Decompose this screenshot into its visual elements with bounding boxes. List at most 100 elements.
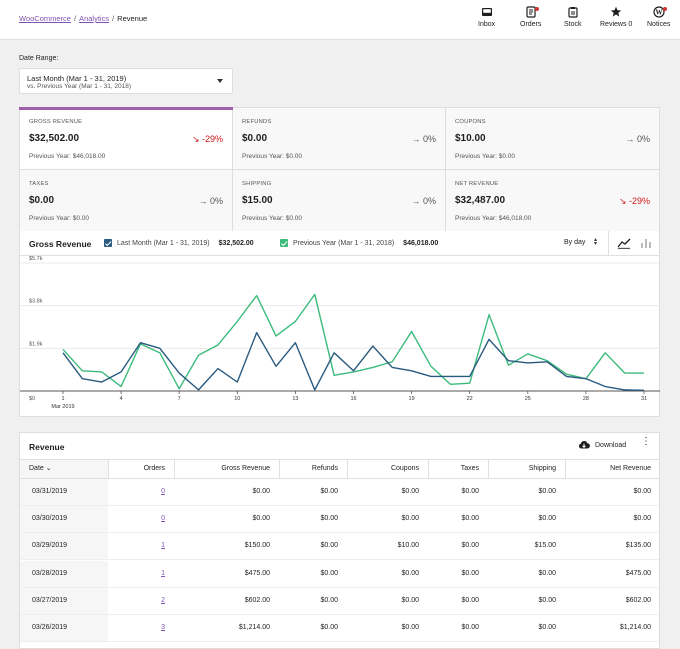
nav-stock[interactable]: Stock <box>564 6 582 28</box>
summary-label: Refunds <box>242 119 272 125</box>
breadcrumb-woocommerce-link[interactable]: WooCommerce <box>19 14 71 23</box>
cell-gross-revenue: $150.00 <box>244 542 270 550</box>
line-chart-icon[interactable] <box>617 237 631 249</box>
top-header: WooCommerce / Analytics / Revenue Inbox Orde… <box>0 0 680 40</box>
summary-coupons[interactable]: Coupons $10.00 → 0% Previous Year: $0.00 <box>446 108 659 170</box>
table-row: 03/27/2019 2 $602.00 $0.00 $0.00 $0.00 $0.00 $6… <box>20 587 659 615</box>
cell-orders[interactable]: 0 <box>161 515 165 523</box>
x-tick-label: 28 <box>583 396 589 402</box>
series-line-previous <box>62 293 644 390</box>
series-line-current <box>62 331 645 392</box>
x-tick-label: 10 <box>234 396 240 402</box>
breadcrumb-current: Revenue <box>117 14 148 23</box>
date-range-picker[interactable]: Last Month (Mar 1 - 31, 2019) vs. Previo… <box>19 68 233 94</box>
breadcrumb-separator: / <box>112 14 115 23</box>
nav-orders[interactable]: Orders <box>520 6 541 28</box>
summary-gross-revenue[interactable]: Gross Revenue $32,502.00 ↘ -29% Previous… <box>19 107 233 170</box>
column-header-date[interactable]: Date ⌄ <box>20 460 108 478</box>
stock-icon <box>568 7 578 18</box>
summary-previous: Previous Year: $0.00 <box>242 215 302 222</box>
summary-delta: → 0% <box>411 196 436 206</box>
column-header-gross-revenue[interactable]: Gross Revenue <box>174 460 279 478</box>
chevron-down-icon: ⌄ <box>45 465 52 472</box>
notification-dot <box>535 7 539 11</box>
cell-gross-revenue: $0.00 <box>252 488 270 495</box>
checkbox-checked-icon[interactable] <box>280 239 288 247</box>
x-tick-label: 4 <box>120 396 123 402</box>
nav-notices-label: Notices <box>647 21 671 28</box>
svg-text:W: W <box>655 9 662 17</box>
summary-label: Gross Revenue <box>29 119 83 125</box>
line-chart: $0 $1.9k $3.8k $5.7k 1 4 7 10 13 16 19 22 25 28 31 Mar … <box>20 256 660 410</box>
cell-gross-revenue: $0.00 <box>252 515 270 523</box>
summary-value: $0.00 <box>29 195 55 206</box>
summary-taxes[interactable]: Taxes $0.00 → 0% Previous Year: $0.00 <box>20 170 233 231</box>
bar-chart-icon[interactable] <box>639 237 653 249</box>
arrow-right-icon: → <box>625 134 637 144</box>
nav-reviews[interactable]: Reviews 0 <box>600 6 632 28</box>
download-button[interactable]: Download <box>578 440 626 450</box>
legend-label: Previous Year (Mar 1 - 31, 2018) <box>293 239 395 247</box>
summary-delta-value: 0% <box>422 134 436 144</box>
cell-orders[interactable]: 3 <box>161 624 165 631</box>
inbox-icon <box>481 8 492 16</box>
cell-orders[interactable]: 2 <box>161 596 165 604</box>
date-range-selected: Last Month (Mar 1 - 31, 2019) <box>27 74 127 83</box>
cell-shipping: $15.00 <box>534 542 556 550</box>
legend-previous[interactable]: Previous Year (Mar 1 - 31, 2018) $46,018… <box>280 239 438 247</box>
cell-shipping: $0.00 <box>538 488 556 495</box>
cell-shipping: $0.00 <box>538 596 556 604</box>
summary-delta: ↘ -29% <box>619 196 650 207</box>
table-title: Revenue <box>29 442 65 452</box>
breadcrumb-analytics-link[interactable]: Analytics <box>79 14 110 23</box>
cell-net-revenue: $135.00 <box>625 542 651 550</box>
cell-coupons: $0.00 <box>401 569 419 577</box>
summary-value: $32,502.00 <box>29 133 80 144</box>
summary-label: Taxes <box>29 181 49 187</box>
cell-net-revenue: $0.00 <box>633 515 651 523</box>
breadcrumb: WooCommerce / Analytics / Revenue <box>19 14 147 23</box>
summary-net-revenue[interactable]: Net Revenue $32,487.00 ↘ -29% Previous Y… <box>446 170 659 231</box>
chart-card: Gross Revenue Last Month (Mar 1 - 31, 20… <box>19 231 660 417</box>
summary-refunds[interactable]: Refunds $0.00 → 0% Previous Year: $0.00 <box>233 108 446 170</box>
summary-previous: Previous Year: $46,018.00 <box>455 215 532 222</box>
table-header: Date ⌄ Orders Gross Revenue Refunds Coup… <box>20 459 659 479</box>
cell-refunds: $0.00 <box>320 542 338 550</box>
interval-select[interactable]: By day <box>564 239 586 246</box>
orders-icon <box>526 6 536 18</box>
notification-dot <box>663 7 667 11</box>
summary-shipping[interactable]: Shipping $15.00 → 0% Previous Year: $0.0… <box>233 170 446 231</box>
nav-inbox[interactable]: Inbox <box>478 6 495 28</box>
summary-value: $32,487.00 <box>455 195 506 206</box>
cell-date: 03/27/2019 <box>20 587 108 614</box>
summary-value: $0.00 <box>242 133 268 144</box>
column-header-orders[interactable]: Orders <box>108 460 174 478</box>
summary-previous: Previous Year: $0.00 <box>29 215 89 222</box>
y-tick-label: $0 <box>29 396 35 402</box>
column-header-coupons[interactable]: Coupons <box>347 460 428 478</box>
chart-header: Gross Revenue Last Month (Mar 1 - 31, 20… <box>20 231 659 256</box>
summary-delta-value: 0% <box>209 196 223 206</box>
download-label: Download <box>595 441 627 449</box>
chart-title: Gross Revenue <box>29 239 92 249</box>
nav-notices[interactable]: W Notices <box>647 6 670 28</box>
cell-orders[interactable]: 1 <box>161 569 165 577</box>
column-header-refunds[interactable]: Refunds <box>279 460 347 478</box>
column-header-shipping[interactable]: Shipping <box>488 460 565 478</box>
summary-previous: Previous Year: $46,018.00 <box>29 153 106 160</box>
legend-current[interactable]: Last Month (Mar 1 - 31, 2019) $32,502.00 <box>104 239 254 247</box>
cell-orders[interactable]: 1 <box>161 542 165 550</box>
breadcrumb-separator: / <box>73 14 77 23</box>
divider <box>608 231 609 256</box>
cell-date: 03/29/2019 <box>20 533 108 560</box>
checkbox-checked-icon[interactable] <box>104 239 112 247</box>
cell-orders[interactable]: 0 <box>161 488 165 495</box>
more-options-icon[interactable]: ⋮ <box>641 436 651 447</box>
column-header-taxes[interactable]: Taxes <box>428 460 488 478</box>
cell-taxes: $0.00 <box>461 596 479 604</box>
summary-label: Shipping <box>242 181 272 187</box>
column-header-net-revenue[interactable]: Net Revenue <box>565 460 660 478</box>
x-tick-label: 31 <box>641 396 647 402</box>
nav-inbox-label: Inbox <box>478 21 496 28</box>
cell-gross-revenue: $475.00 <box>244 569 270 577</box>
